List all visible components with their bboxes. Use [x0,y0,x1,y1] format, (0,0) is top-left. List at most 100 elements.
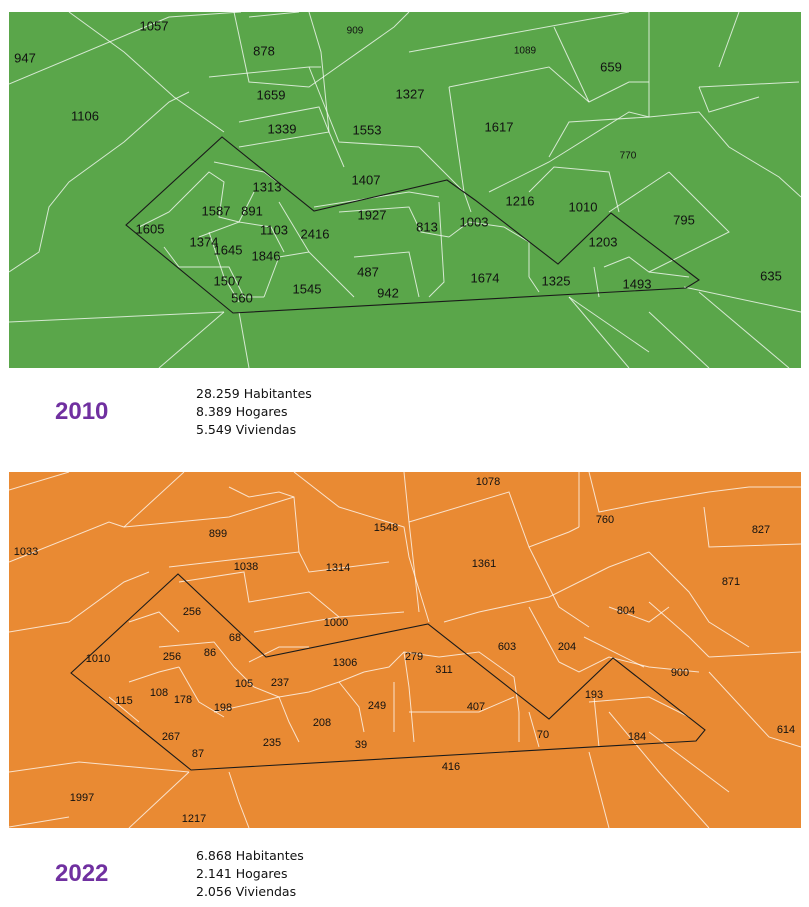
tract-label: 603 [498,641,516,653]
stat-viviendas-2022: 2.056 Viviendas [196,884,297,899]
tract-label: 193 [585,689,603,701]
tract-label: 659 [600,59,622,74]
year-label-2022: 2022 [55,860,109,887]
tract-label: 1010 [569,199,598,214]
tract-label: 1553 [353,122,382,137]
tract-label: 87 [192,748,204,760]
study-area-outline-2022 [70,573,706,771]
study-area-outline-2010 [125,136,700,314]
tract-label: 1003 [460,214,489,229]
map-2010-svg: 1057 909 947 878 1089 659 1106 1659 1327… [9,12,801,368]
tract-label: 1407 [352,172,381,187]
tract-label: 1605 [136,221,165,236]
stat-habitantes-2022: 6.868 Habitantes [196,848,304,863]
tract-label: 311 [435,664,453,676]
tract-label: 1216 [506,193,535,208]
tract-label: 198 [214,702,232,714]
tract-label: 1507 [214,273,243,288]
tract-label: 1000 [324,617,348,629]
tract-label: 204 [558,641,576,653]
tract-label: 68 [229,632,241,644]
tract-label: 1617 [485,119,514,134]
tract-label: 237 [271,677,289,689]
map-2022: 1078 760 827 1548 1033 899 1361 1038 131… [9,472,801,828]
tract-label: 267 [162,731,180,743]
tract-label: 1659 [257,87,286,102]
tract-label: 1106 [71,108,99,123]
tract-label: 1339 [268,121,297,136]
tract-label: 795 [673,212,695,227]
tract-label: 1545 [293,281,322,296]
tract-label: 614 [777,724,795,736]
tract-label: 1103 [260,222,288,237]
tract-label: 804 [617,605,635,617]
tract-label: 416 [442,761,460,773]
tract-label: 208 [313,717,331,729]
tract-label: 1217 [182,813,206,825]
tract-label: 1033 [14,546,38,558]
tract-label: 1327 [396,86,425,101]
tract-label: 279 [405,651,423,663]
stat-hogares-2010: 8.389 Hogares [196,404,288,419]
tract-label: 899 [209,528,227,540]
tract-label: 115 [115,695,133,707]
tract-label: 178 [174,694,192,706]
tract-label: 1361 [472,558,496,570]
tract-label: 760 [596,514,614,526]
tract-label: 827 [752,524,770,536]
tract-label: 1548 [374,522,398,534]
tract-label: 871 [722,576,740,588]
tract-label: 1374 [190,234,219,249]
tract-label: 39 [355,739,367,751]
tract-label: 1038 [234,561,258,573]
stats-2010: 28.259 Habitantes 8.389 Hogares 5.549 Vi… [196,385,312,439]
tract-label: 813 [416,219,438,234]
tract-label: 487 [357,264,379,279]
stat-habitantes-2010: 28.259 Habitantes [196,386,312,401]
tract-label: 878 [253,43,275,58]
tract-label: 70 [537,729,549,741]
tract-label: 1010 [86,653,110,665]
tract-label: 1927 [358,207,387,222]
tract-labels-2022: 1078 760 827 1548 1033 899 1361 1038 131… [14,476,795,825]
year-label-2010: 2010 [55,398,109,425]
tract-label: 86 [204,647,216,659]
tract-label: 1325 [542,273,571,288]
map-2022-svg: 1078 760 827 1548 1033 899 1361 1038 131… [9,472,801,828]
tract-label: 1587 [202,203,231,218]
tract-label: 256 [163,651,181,663]
tract-label: 1306 [333,657,357,669]
tract-label: 108 [150,687,168,699]
tract-label: 1493 [623,276,652,291]
tract-boundaries-2010 [9,12,801,368]
tract-label: 235 [263,737,281,749]
tract-label: 947 [14,50,36,65]
tract-label: 770 [620,151,637,162]
stat-viviendas-2010: 5.549 Viviendas [196,422,297,437]
tract-boundaries-2022 [9,472,801,828]
tract-label: 560 [231,290,253,305]
tract-label: 184 [628,731,646,743]
tract-label: 909 [347,26,364,37]
tract-label: 407 [467,701,485,713]
tract-label: 2416 [301,226,330,241]
map-2010: 1057 909 947 878 1089 659 1106 1659 1327… [9,12,801,368]
tract-label: 1057 [140,18,169,33]
tract-label: 256 [183,606,201,618]
tract-label: 1078 [476,476,500,488]
stats-2022: 6.868 Habitantes 2.141 Hogares 2.056 Viv… [196,847,304,901]
tract-label: 1313 [253,179,282,194]
tract-label: 891 [241,203,263,218]
tract-label: 1089 [514,46,537,57]
tract-label: 1314 [326,562,350,574]
tract-label: 1203 [589,234,618,249]
tract-labels-2010: 1057 909 947 878 1089 659 1106 1659 1327… [14,18,782,305]
stat-hogares-2022: 2.141 Hogares [196,866,288,881]
tract-label: 1674 [471,270,500,285]
tract-label: 942 [377,285,399,300]
tract-label: 1846 [252,248,281,263]
tract-label: 1997 [70,792,94,804]
tract-label: 635 [760,268,782,283]
tract-label: 900 [671,667,689,679]
tract-label: 105 [235,678,253,690]
